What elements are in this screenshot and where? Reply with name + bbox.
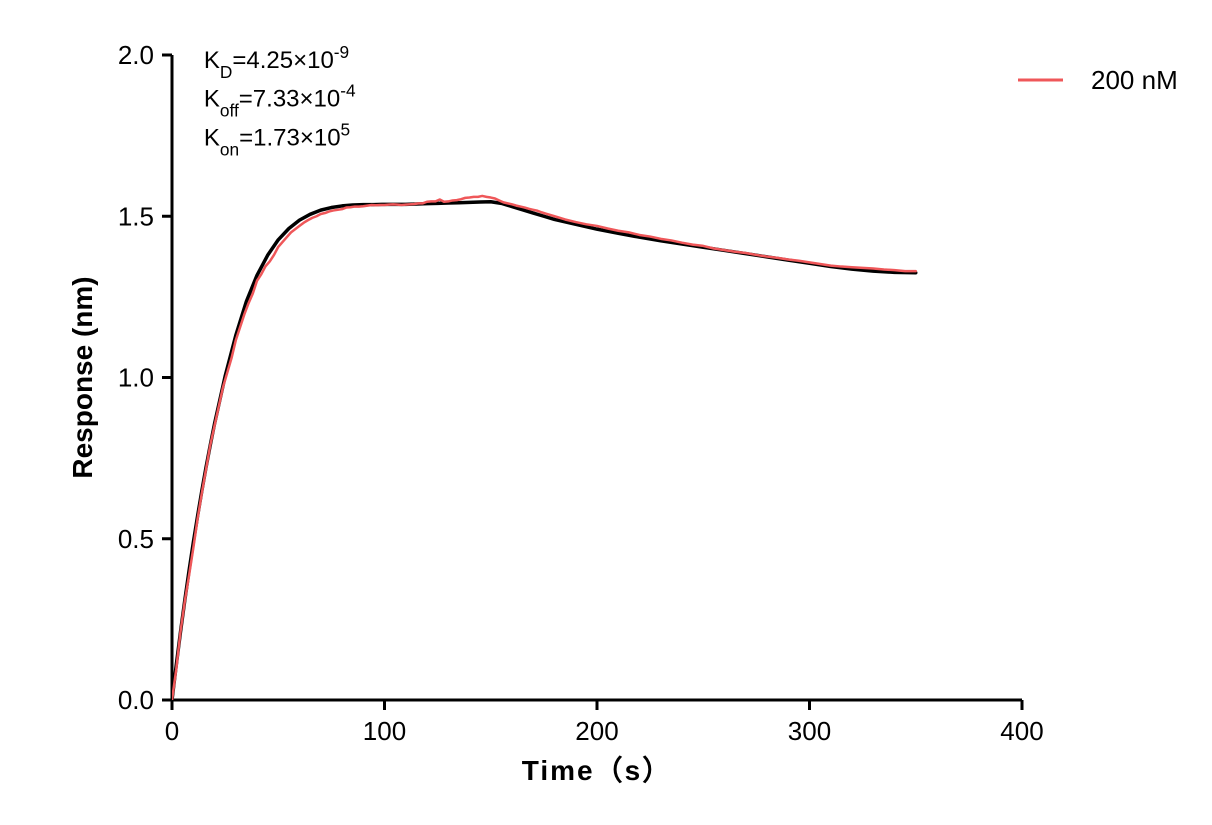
y-tick-label: 1.0 — [118, 363, 154, 393]
y-tick-label: 0.0 — [118, 685, 154, 715]
chart-svg: 0 100 200 300 400 0.0 0.5 1.0 1.5 2.0 Time（s） Respo… — [0, 0, 1212, 825]
x-tick-label: 300 — [788, 716, 831, 746]
x-tick-label: 400 — [1000, 716, 1043, 746]
x-axis-label: Time（s） — [522, 754, 672, 786]
legend-label: 200 nM — [1091, 65, 1178, 95]
y-tick-label: 0.5 — [118, 524, 154, 554]
x-tick-label: 100 — [363, 716, 406, 746]
x-tick-label: 200 — [575, 716, 618, 746]
x-tick-label: 0 — [165, 716, 179, 746]
binding-kinetics-chart: 0 100 200 300 400 0.0 0.5 1.0 1.5 2.0 Time（s） Respo… — [0, 0, 1212, 825]
y-tick-label: 1.5 — [118, 201, 154, 231]
y-axis-label: Response (nm) — [67, 276, 98, 478]
y-tick-label: 2.0 — [118, 40, 154, 70]
